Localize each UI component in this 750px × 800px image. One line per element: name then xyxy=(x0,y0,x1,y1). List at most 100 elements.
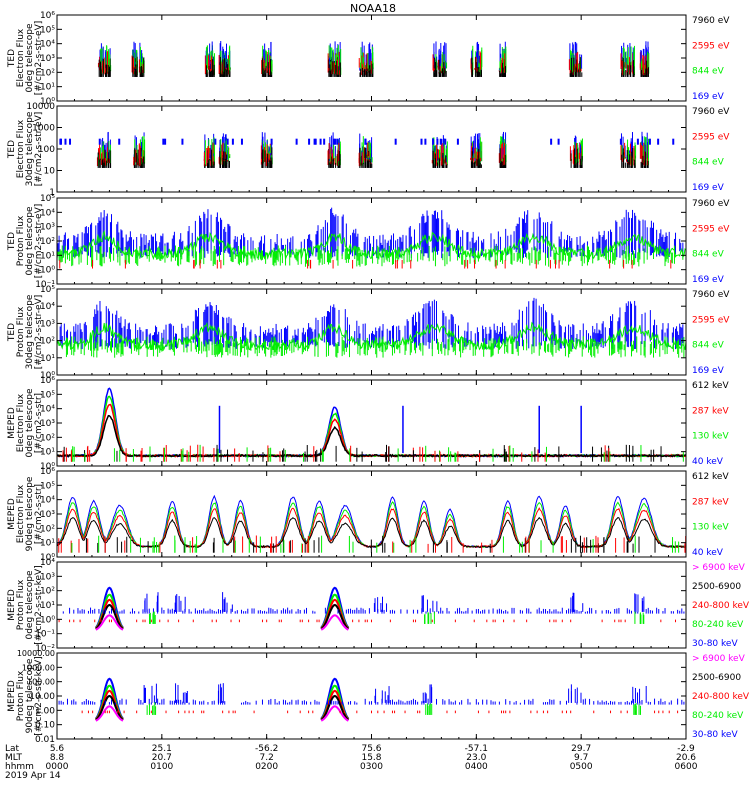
series-line xyxy=(57,403,686,458)
y-tick-label: 10⁰ xyxy=(40,97,55,107)
y-tick-label: 0.01 xyxy=(35,735,55,745)
x-tick-label: 20.6 xyxy=(676,753,696,763)
legend-entry: 30-80 keV xyxy=(692,639,738,649)
x-tick-label: 8.8 xyxy=(50,753,65,763)
y-tick-label: 10⁵ xyxy=(40,194,55,204)
panel-6: 10⁰ 10¹ 10² 10³ 10⁴ 10⁵ 10⁶ MEPED Electron Flux 9… xyxy=(7,467,729,563)
legend-entry: 7960 eV xyxy=(692,199,730,209)
x-tick-label: 9.7 xyxy=(574,753,588,763)
panel-2: 1 10 100 1000 10000 TED Electron Flux 30deg tel… xyxy=(7,102,730,198)
x-tick-label: 20.7 xyxy=(152,753,172,763)
y-axis-label: Electron Flux xyxy=(16,393,26,452)
y-axis-label: TED xyxy=(7,232,17,251)
panel-frame xyxy=(56,652,687,740)
y-axis-label: 0deg telescope xyxy=(25,570,35,640)
x-tick-label: 25.1 xyxy=(152,744,172,754)
y-axis-label: Electron Flux xyxy=(16,119,26,178)
x-tick-label: 0000 xyxy=(46,762,69,772)
legend-entry: 130 keV xyxy=(692,432,729,442)
y-tick-label: 10⁵ xyxy=(40,390,55,400)
legend-entry: 2595 eV xyxy=(692,132,730,142)
series-line xyxy=(320,603,350,630)
y-tick-label: 10⁻¹ xyxy=(35,630,55,640)
panel-6-data xyxy=(57,494,686,553)
x-row-label: Lat xyxy=(5,744,20,754)
legend-entry: 2500-6900 xyxy=(692,582,741,592)
y-tick-label: 1 xyxy=(49,188,55,198)
panel-4-data xyxy=(57,297,686,358)
y-tick-label: 10⁴ xyxy=(40,208,55,218)
y-tick-label: 1000.00 xyxy=(22,663,55,672)
y-tick-label: 10² xyxy=(40,524,55,534)
legend-entry: 612 keV xyxy=(692,381,729,391)
chart-title: NOAA18 xyxy=(350,2,396,15)
y-tick-label: 10⁵ xyxy=(40,285,55,295)
y-tick-label: 10¹ xyxy=(40,83,55,93)
series-line xyxy=(320,614,349,631)
y-tick-label: 10¹ xyxy=(40,601,55,611)
y-tick-label: 10⁴ xyxy=(40,496,55,506)
legend-entry: 844 eV xyxy=(692,67,725,77)
legend-entry: 130 keV xyxy=(692,523,729,533)
y-axis-label: Proton Flux xyxy=(16,579,26,630)
legend-entry: 30-80 keV xyxy=(692,730,738,740)
y-tick-label: 10⁰ xyxy=(40,553,55,563)
y-tick-label: 10⁴ xyxy=(40,558,55,568)
legend-entry: > 6900 keV xyxy=(692,654,746,664)
y-tick-label: 10⁴ xyxy=(40,405,55,415)
y-axis-label: [#/cm2-s-str-eV] xyxy=(34,295,44,370)
y-axis-label: [#/cm2-s-str-eV] xyxy=(34,21,44,96)
x-row-label: MLT xyxy=(5,753,23,763)
y-tick-label: 10¹ xyxy=(40,448,55,458)
x-tick-label: 0300 xyxy=(360,762,383,772)
legend-entry: 2595 eV xyxy=(692,224,730,234)
y-tick-label: 10⁵ xyxy=(40,481,55,491)
y-tick-label: 10³ xyxy=(40,54,55,64)
series-line xyxy=(57,229,686,261)
x-row-label: hhmm xyxy=(5,762,34,772)
x-tick-label: 0100 xyxy=(150,762,173,772)
y-tick-label: 10² xyxy=(40,337,55,347)
legend-entry: 80-240 keV xyxy=(692,711,744,721)
x-tick-label: 0600 xyxy=(675,762,698,772)
y-tick-label: 10⁰ xyxy=(40,615,55,625)
series-line xyxy=(95,705,124,722)
y-tick-label: 10³ xyxy=(40,223,55,233)
y-axis-label: MEPED xyxy=(7,589,17,621)
series-line xyxy=(95,614,124,631)
panel-1: 10⁰ 10¹ 10² 10³ 10⁴ 10⁵ 10⁶ TED Electron Flux 0de… xyxy=(7,11,730,107)
series-line xyxy=(320,705,349,722)
y-axis-label: TED xyxy=(7,49,17,68)
x-tick-label: 0500 xyxy=(570,762,593,772)
y-tick-label: 10000 xyxy=(26,102,55,112)
y-tick-label: 10⁰ xyxy=(40,371,55,381)
legend-entry: > 6900 keV xyxy=(692,563,746,573)
y-tick-label: 10⁻² xyxy=(35,644,55,654)
y-axis-label: 0deg telescope xyxy=(25,206,35,276)
y-axis-label: 90deg telescope xyxy=(25,658,35,733)
y-tick-label: 10³ xyxy=(40,510,55,520)
x-tick-label: -57.1 xyxy=(465,744,488,754)
x-tick-label: -56.2 xyxy=(255,744,278,754)
legend-entry: 7960 eV xyxy=(692,16,730,26)
y-tick-label: 10⁶ xyxy=(40,11,55,21)
y-tick-label: 10⁴ xyxy=(40,40,55,50)
x-tick-label: 0200 xyxy=(255,762,278,772)
legend-entry: 7960 eV xyxy=(692,290,730,300)
legend-entry: 169 eV xyxy=(692,92,725,102)
y-tick-label: 10² xyxy=(40,68,55,78)
legend-entry: 169 eV xyxy=(692,275,725,285)
legend-entry: 240-800 keV xyxy=(692,692,750,702)
y-tick-label: 10 xyxy=(44,167,56,177)
y-axis-label: 90deg telescope xyxy=(25,476,35,551)
panel-7-data xyxy=(57,586,686,631)
legend-entry: 40 keV xyxy=(692,457,724,467)
y-axis-label: 0deg telescope xyxy=(25,388,35,458)
legend-entry: 2595 eV xyxy=(692,41,730,51)
series-line xyxy=(57,387,686,458)
y-tick-label: 10⁻¹ xyxy=(35,280,55,290)
panel-2-data xyxy=(59,131,675,168)
y-tick-label: 10⁶ xyxy=(40,376,55,386)
